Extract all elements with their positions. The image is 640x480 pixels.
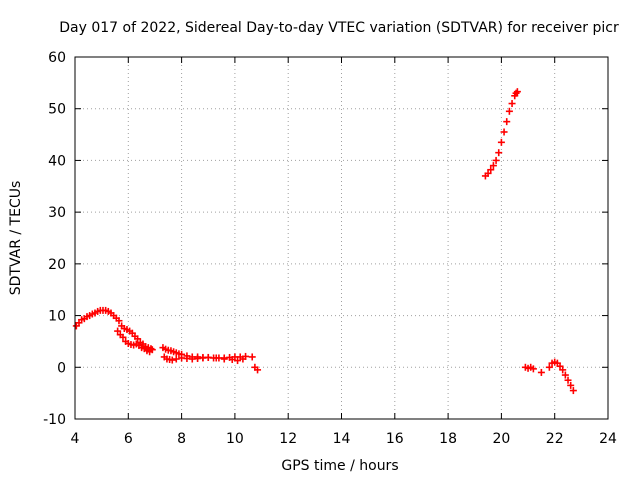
data-point bbox=[220, 355, 228, 363]
data-point bbox=[487, 166, 495, 174]
data-point bbox=[492, 156, 500, 164]
data-point bbox=[134, 335, 142, 343]
data-point bbox=[204, 353, 212, 361]
y-tick-label: 60 bbox=[48, 50, 66, 66]
x-tick-label: 16 bbox=[386, 431, 404, 447]
data-point bbox=[497, 138, 505, 146]
x-tick-label: 22 bbox=[546, 431, 564, 447]
data-point bbox=[168, 356, 176, 364]
x-tick-label: 18 bbox=[439, 431, 457, 447]
chart-title: Day 017 of 2022, Sidereal Day-to-day VTE… bbox=[59, 20, 619, 36]
data-point bbox=[500, 128, 508, 136]
x-tick-label: 8 bbox=[177, 431, 186, 447]
data-point bbox=[239, 355, 247, 363]
grid-lines bbox=[75, 57, 608, 419]
y-tick-label: -10 bbox=[43, 412, 66, 428]
data-point bbox=[537, 368, 545, 376]
y-tick-label: 50 bbox=[48, 102, 66, 118]
plot-frame bbox=[74, 56, 609, 420]
data-point bbox=[513, 88, 521, 96]
data-point bbox=[545, 363, 553, 371]
y-tick-label: 30 bbox=[48, 205, 66, 221]
x-tick-label: 6 bbox=[124, 431, 133, 447]
data-point bbox=[556, 362, 564, 370]
x-tick-labels: 4 6 8 10 12 14 16 18 20 22 24 bbox=[71, 431, 617, 447]
x-tick-label: 20 bbox=[492, 431, 510, 447]
data-point bbox=[119, 333, 127, 341]
x-tick-label: 10 bbox=[226, 431, 244, 447]
data-point bbox=[234, 357, 242, 365]
data-point bbox=[567, 381, 575, 389]
y-tick-label: 10 bbox=[48, 309, 66, 325]
data-point bbox=[248, 353, 256, 361]
data-point bbox=[115, 317, 123, 325]
y-axis-label: SDTVAR / TECUs bbox=[8, 181, 24, 296]
data-points bbox=[72, 88, 577, 395]
data-point bbox=[148, 346, 156, 354]
data-point bbox=[503, 118, 511, 126]
y-tick-label: 0 bbox=[57, 360, 66, 376]
data-point bbox=[484, 169, 492, 177]
data-point bbox=[114, 327, 122, 335]
x-axis-label: GPS time / hours bbox=[281, 458, 398, 474]
x-tick-label: 14 bbox=[333, 431, 351, 447]
data-point bbox=[254, 366, 262, 374]
x-tick-label: 12 bbox=[279, 431, 297, 447]
data-point bbox=[559, 366, 567, 374]
y-tick-labels: -10 0 10 20 30 40 50 60 bbox=[43, 50, 66, 428]
data-point bbox=[569, 387, 577, 395]
data-point bbox=[212, 354, 220, 362]
data-point bbox=[561, 371, 569, 379]
x-tick-label: 24 bbox=[599, 431, 617, 447]
y-tick-label: 20 bbox=[48, 257, 66, 273]
data-point bbox=[228, 356, 236, 364]
data-point bbox=[489, 162, 497, 170]
y-tick-label: 40 bbox=[48, 153, 66, 169]
data-point bbox=[495, 149, 503, 157]
data-point bbox=[172, 355, 180, 363]
x-tick-label: 4 bbox=[71, 431, 80, 447]
data-point bbox=[529, 365, 537, 373]
data-point bbox=[564, 376, 572, 384]
data-point bbox=[505, 107, 513, 115]
data-point bbox=[508, 100, 516, 108]
